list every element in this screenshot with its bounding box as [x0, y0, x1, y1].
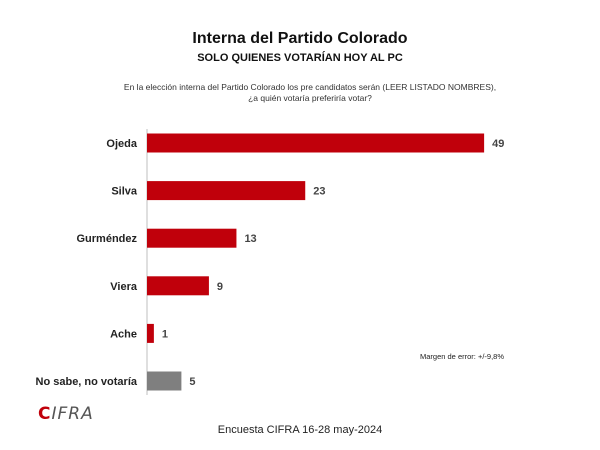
logo-mark: C: [38, 404, 52, 424]
category-label-3: Viera: [110, 281, 138, 293]
question-line-1: En la elección interna del Partido Color…: [123, 82, 497, 92]
category-label-5: No sabe, no votaría: [36, 376, 138, 388]
category-label-0: Ojeda: [106, 138, 137, 150]
source-note: Encuesta CIFRA 16-28 may-2024: [217, 424, 383, 436]
bar-1: [147, 181, 306, 201]
chart-subtitle: SOLO QUIENES VOTARÍAN HOY AL PC: [197, 52, 403, 64]
value-label-0: 49: [492, 138, 504, 150]
value-label-5: 5: [189, 376, 195, 388]
bar-4: [147, 323, 154, 343]
bar-0: [147, 133, 485, 153]
bars-group: Ojeda 49 Silva 23 Gurméndez 13 Viera 9 Ache 1 No s…: [36, 133, 504, 391]
logo-text: IFRA: [51, 404, 94, 424]
category-label-1: Silva: [111, 186, 138, 198]
cifra-logo: CIFRA: [38, 404, 94, 424]
category-label-4: Ache: [110, 328, 137, 340]
value-label-1: 23: [313, 186, 325, 198]
margin-of-error-note: Margen de error: +/-9,8%: [420, 352, 504, 361]
value-label-2: 13: [244, 233, 256, 245]
question-line-2: ¿a quién votaría preferiría votar?: [248, 93, 372, 103]
value-label-3: 9: [217, 281, 223, 293]
value-label-4: 1: [162, 328, 168, 340]
bar-3: [147, 276, 209, 296]
category-label-2: Gurméndez: [76, 233, 137, 245]
chart-title: Interna del Partido Colorado: [192, 30, 408, 47]
bar-2: [147, 228, 237, 248]
bar-5: [147, 371, 182, 391]
survey-question: En la elección interna del Partido Color…: [100, 82, 520, 104]
